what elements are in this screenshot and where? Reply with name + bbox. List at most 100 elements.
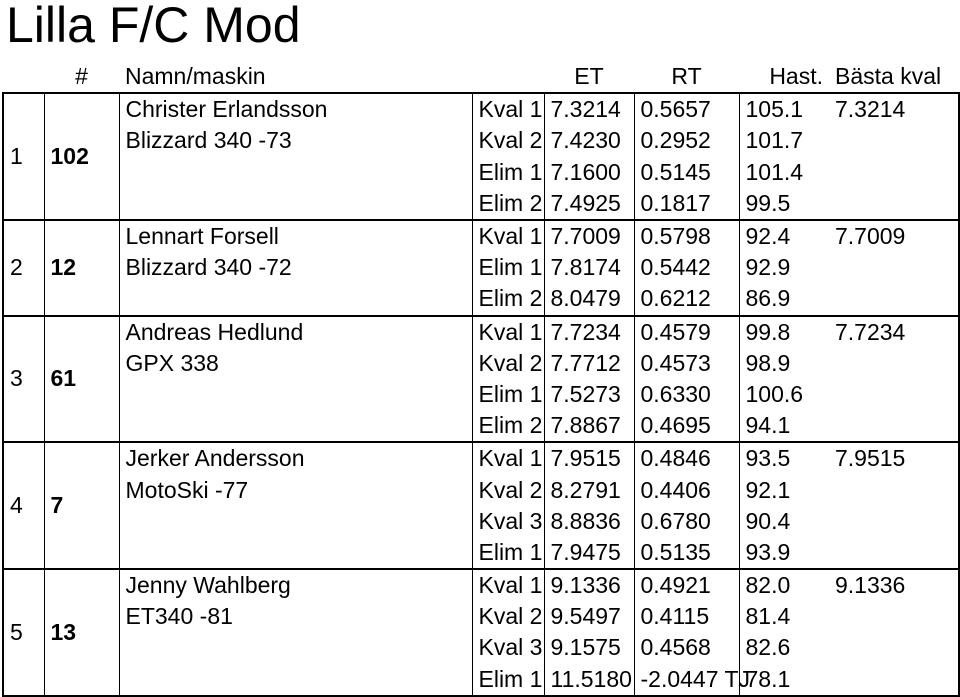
speed-cell: 81.4 — [738, 601, 829, 633]
table-row: Kval 3 9.1575 0.4568 82.6 — [3, 632, 960, 664]
empty-best-cell — [829, 283, 960, 317]
empty-best-cell — [829, 187, 960, 221]
run-label-cell: Kval 1 — [472, 441, 544, 475]
header-rt: RT — [671, 63, 702, 90]
best-qualifying-cell: 7.9515 — [829, 441, 960, 475]
empty-name-cell — [119, 505, 473, 537]
rt-cell: 0.5657 — [633, 92, 739, 126]
header-rank — [3, 61, 44, 93]
run-label-cell: Elim 2 — [472, 410, 544, 444]
start-number-cell: 13 — [44, 568, 120, 697]
rt-cell: 0.4579 — [633, 314, 739, 348]
empty-name-cell — [119, 663, 473, 697]
run-label-cell: Kval 1 — [472, 314, 544, 348]
rank-cell: 3 — [2, 314, 45, 444]
run-label-cell: Elim 2 — [472, 283, 544, 317]
header-number: # — [75, 63, 88, 90]
empty-name-cell — [119, 378, 473, 411]
speed-cell: 99.5 — [738, 187, 829, 221]
speed-cell: 93.9 — [738, 536, 829, 571]
empty-best-cell — [829, 347, 960, 379]
table-row: 3 61 Andreas Hedlund Kval 1 7.7234 0.4579 99.8… — [2, 314, 960, 444]
empty-name-cell — [119, 410, 473, 444]
speed-cell: 92.1 — [738, 474, 829, 506]
best-qualifying-cell: 7.7009 — [829, 218, 960, 253]
table-row: Elim 2 7.8867 0.4695 94.1 — [3, 410, 960, 444]
results-table: # Namn/maskin ET RT Hast. Bästa kval 1 10… — [2, 61, 960, 697]
rt-cell: 0.4846 — [633, 441, 739, 475]
table-row: 4 7 Jerker Andersson Kval 1 7.9515 0.4846 93.5… — [2, 441, 960, 570]
driver-name-cell: Jerker Andersson — [119, 441, 473, 475]
speed-cell: 92.9 — [738, 252, 829, 284]
empty-name-cell — [119, 187, 473, 221]
rt-cell: 0.5798 — [633, 218, 739, 253]
table-row: Elim 1 11.5180 -2.0447 TJ 78.1 — [3, 663, 960, 697]
run-label-cell: Kval 3 — [478, 634, 543, 661]
run-label-cell: Elim 1 — [472, 663, 544, 697]
run-label-cell: Kval 2 — [478, 127, 543, 154]
best-qualifying-cell: 7.3214 — [829, 92, 960, 126]
speed-cell: 101.7 — [738, 125, 829, 157]
run-label-cell: Kval 2 — [478, 476, 543, 503]
empty-best-cell — [829, 156, 960, 188]
machine-cell: Blizzard 340 -73 — [119, 125, 473, 157]
driver-name-cell: Lennart Forsell — [119, 218, 473, 253]
results-body: 1 102 Christer Erlandsson Kval 1 7.3214 0.565… — [2, 92, 960, 697]
empty-best-cell — [829, 410, 960, 444]
run-label-cell: Elim 1 — [478, 380, 543, 407]
speed-cell: 82.6 — [738, 632, 829, 664]
run-label-cell: Kval 1 — [472, 567, 544, 602]
et-cell: 7.8867 — [543, 410, 634, 444]
run-label-cell: Elim 1 — [472, 536, 544, 571]
best-qualifying-cell: 7.7234 — [829, 314, 960, 348]
rt-cell: 0.4406 — [633, 474, 739, 506]
header-best: Bästa kval — [835, 63, 942, 90]
rt-cell: 0.5135 — [633, 536, 739, 571]
et-cell: 7.4925 — [543, 187, 634, 221]
et-cell: 7.9515 — [543, 441, 634, 475]
empty-best-cell — [829, 632, 960, 664]
rt-cell: 0.4568 — [633, 632, 739, 664]
rt-cell: 0.4921 — [633, 567, 739, 602]
speed-cell: 82.0 — [738, 567, 829, 602]
speed-cell: 99.8 — [738, 314, 829, 348]
speed-cell: 90.4 — [738, 505, 829, 537]
rank-cell: 2 — [2, 218, 45, 317]
start-number-cell: 12 — [44, 218, 120, 317]
empty-best-cell — [829, 536, 960, 571]
header-et: ET — [574, 63, 604, 90]
run-label-cell: Kval 3 — [478, 507, 543, 534]
empty-name-cell — [119, 632, 473, 664]
table-row: ET340 -81 Kval 2 9.5497 0.4115 81.4 — [3, 601, 960, 633]
empty-best-cell — [829, 125, 960, 157]
start-number-cell: 7 — [44, 441, 120, 570]
rt-cell: 0.1817 — [633, 187, 739, 221]
table-row: 2 12 Lennart Forsell Kval 1 7.7009 0.5798 92.4… — [2, 218, 960, 317]
empty-name-cell — [119, 536, 473, 571]
empty-best-cell — [829, 378, 960, 411]
table-row: Elim 2 8.0479 0.6212 86.9 — [3, 283, 960, 317]
speed-cell: 94.1 — [738, 410, 829, 444]
et-cell: 7.5273 — [543, 378, 634, 411]
table-row: MotoSki -77 Kval 2 8.2791 0.4406 92.1 — [3, 474, 960, 506]
empty-best-cell — [829, 663, 960, 697]
empty-name-cell — [119, 156, 473, 188]
speed-cell: 78.1 — [738, 663, 829, 697]
start-number-cell: 61 — [44, 314, 120, 444]
run-label-cell: Kval 2 — [478, 603, 543, 630]
et-cell: 8.8836 — [543, 505, 634, 537]
et-cell: 8.2791 — [543, 474, 634, 506]
page-title: Lilla F/C Mod — [6, 0, 301, 53]
table-row: Kval 3 8.8836 0.6780 90.4 — [3, 505, 960, 537]
run-label-cell: Elim 1 — [478, 158, 543, 185]
header-speed: Hast. — [769, 63, 823, 90]
run-label-cell: Kval 2 — [478, 349, 543, 376]
run-label-cell: Kval 1 — [472, 218, 544, 253]
driver-name-cell: Christer Erlandsson — [119, 92, 473, 126]
et-cell: 9.5497 — [543, 601, 634, 633]
et-cell: 7.4230 — [543, 125, 634, 157]
rt-cell: 0.4695 — [633, 410, 739, 444]
speed-cell: 101.4 — [738, 156, 829, 188]
speed-cell: 93.5 — [738, 441, 829, 475]
machine-cell: GPX 338 — [119, 347, 473, 379]
